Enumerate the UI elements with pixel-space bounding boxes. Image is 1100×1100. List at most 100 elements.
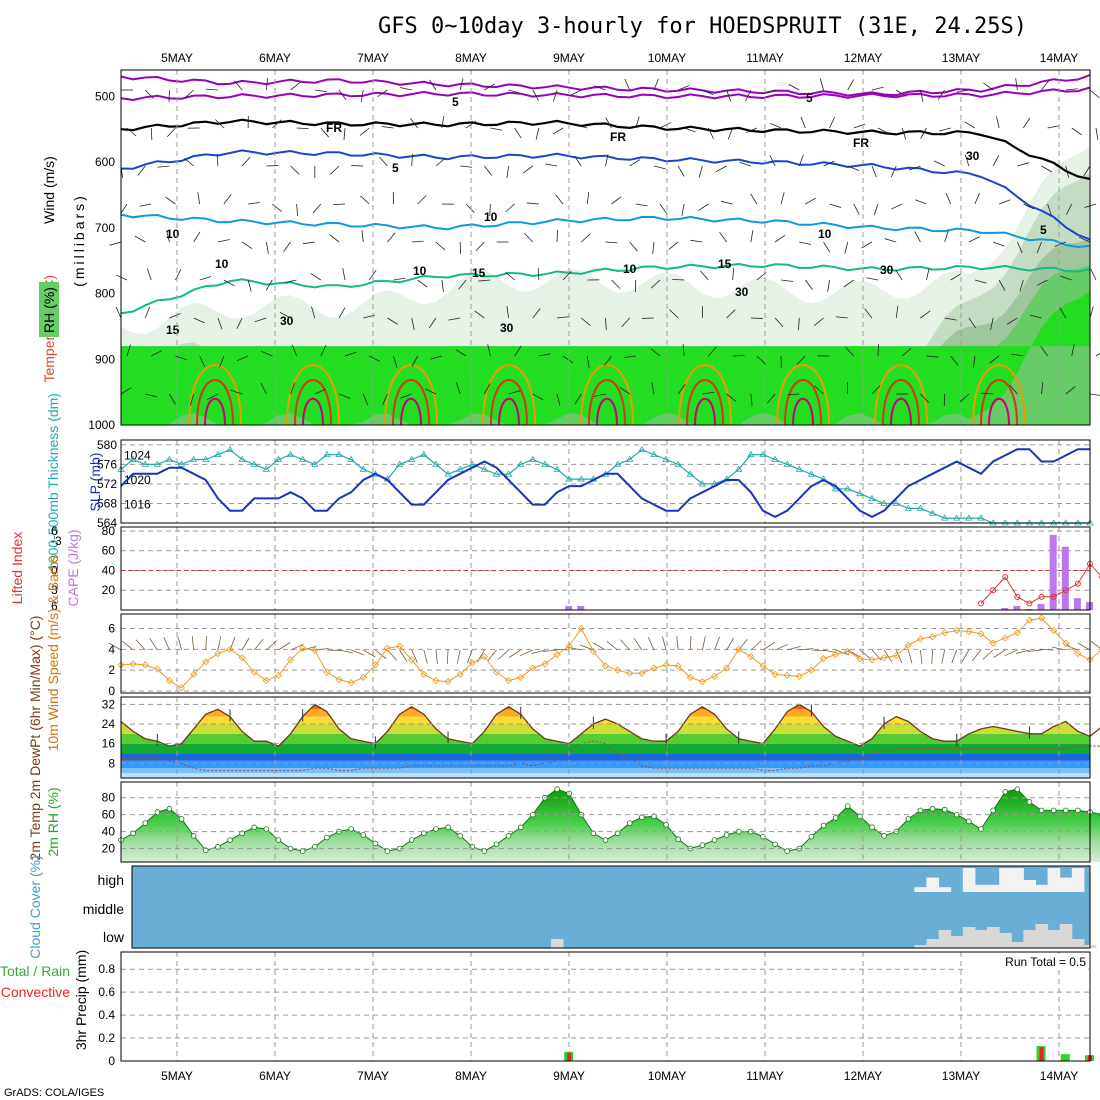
wind-barb	[763, 89, 776, 95]
rh-point	[711, 837, 718, 843]
lifted-tick-label: 6	[51, 599, 58, 613]
wind-speed-line	[120, 617, 1100, 689]
wind-speed-point	[698, 678, 706, 686]
thickness-point	[965, 514, 973, 521]
contour-label: 30	[966, 149, 980, 163]
wind-barb	[594, 85, 606, 91]
date-label-bottom: 12MAY	[844, 1069, 882, 1083]
wind-barb	[410, 118, 419, 129]
wind-barb	[338, 89, 347, 100]
wind-barb	[623, 355, 636, 358]
wind-barb	[750, 193, 758, 205]
temperature-tick-label: 16	[102, 737, 116, 751]
wind-barb	[191, 636, 195, 651]
wind-barb	[866, 277, 879, 281]
wind-barb	[320, 127, 329, 138]
wind-barb	[941, 649, 946, 664]
wind-barb	[961, 649, 970, 663]
wind-barb	[350, 649, 365, 656]
wind-barb	[992, 241, 1005, 247]
thickness-point	[504, 470, 513, 477]
wind-speed-point	[129, 660, 137, 668]
cloud-frame	[131, 865, 1091, 949]
wind-barb	[1004, 649, 1018, 657]
wind-barb	[338, 393, 351, 399]
wind-speed-point	[916, 635, 924, 643]
contour-label: FR	[610, 130, 626, 144]
wind-barb	[484, 83, 495, 91]
isotherm-line	[120, 118, 1091, 180]
cloud-low-bar	[914, 945, 927, 948]
wind-barb	[982, 649, 994, 660]
cloud-high-bar	[999, 868, 1012, 892]
wind-barb	[993, 649, 1006, 658]
cloud-high-bar	[1035, 884, 1049, 892]
temperature-tick-label: 32	[102, 697, 116, 711]
wind-barb	[1017, 162, 1029, 167]
rh-point	[154, 809, 161, 815]
wind-speed-point	[383, 644, 392, 652]
rh-point	[457, 833, 463, 839]
wind-barb	[895, 649, 903, 663]
wind-frame	[120, 613, 1091, 694]
wind-barb	[260, 383, 267, 395]
wind-barb	[974, 192, 980, 205]
cape-bar	[1073, 598, 1081, 610]
wind-speed-point	[977, 630, 985, 638]
temperature-band	[121, 753, 1090, 761]
wind-barb	[1023, 203, 1035, 210]
wind-speed-point	[614, 666, 622, 674]
wind-barb	[120, 203, 128, 215]
wind-barb	[552, 89, 558, 102]
thickness-point	[686, 470, 694, 477]
wind-barb	[121, 640, 134, 651]
wind-barb	[944, 230, 949, 243]
temperature-contour	[686, 379, 724, 426]
temperature-axis-label: 2m Temp 2m DewPt (6hr Min/Max) (°C)	[27, 616, 43, 861]
wind-barb	[702, 636, 706, 651]
wind-barb	[698, 203, 709, 211]
contour-label: 5	[392, 161, 399, 175]
cloud-low-bar	[950, 936, 964, 948]
wind-barb	[1036, 279, 1048, 286]
wind-barb	[945, 192, 952, 205]
contour-label: 15	[166, 323, 180, 337]
wind-barb	[1054, 241, 1066, 247]
thickness-point	[626, 455, 634, 462]
thickness-point	[141, 460, 149, 467]
wind-barb	[144, 306, 151, 319]
rh-point	[966, 818, 972, 825]
wind-barb	[342, 268, 346, 281]
contour-label: 10	[413, 264, 427, 278]
temperature-contour	[188, 364, 242, 426]
thickness-point	[662, 455, 670, 462]
cloud-high-bar	[926, 877, 940, 892]
wind-barb	[369, 355, 381, 362]
wind-barb	[362, 393, 369, 406]
rh-point	[493, 841, 500, 848]
temperature-band	[121, 773, 1090, 778]
thickness-point	[735, 465, 743, 472]
wind-tick-label: 4	[108, 642, 115, 656]
wind-barb	[726, 393, 737, 402]
wind-barb	[920, 649, 923, 664]
precip-legend-total: Total / Rain	[0, 963, 70, 979]
wind-barb	[873, 203, 879, 216]
temperature-contour	[294, 379, 332, 426]
wind-barb	[684, 127, 696, 133]
contour-label: 10	[215, 257, 229, 271]
wind-barb	[676, 636, 679, 651]
wind-barb	[236, 355, 249, 362]
wind-barb	[241, 241, 253, 250]
temperature-band	[121, 760, 1090, 769]
wind-barb	[621, 317, 631, 328]
cloud-low-bar	[1035, 924, 1049, 948]
cloud-axis-label: Cloud Cover (%)	[27, 855, 43, 958]
wind-barb	[570, 89, 582, 96]
temperature-contour	[784, 379, 822, 426]
thickness-tick-label: 564	[97, 516, 117, 530]
wind-barb	[835, 316, 848, 319]
wind-barb	[330, 165, 340, 175]
temperature-contour	[302, 397, 324, 426]
wind-barb	[1065, 386, 1076, 395]
